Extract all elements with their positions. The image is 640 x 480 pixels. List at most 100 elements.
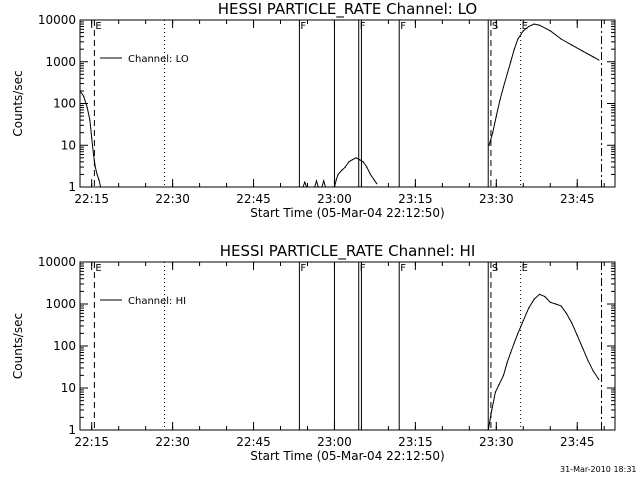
- x-tick-label: 23:30: [479, 192, 514, 206]
- x-tick-label: 22:45: [236, 435, 271, 449]
- y-tick-label: 10000: [38, 13, 76, 27]
- x-tick-label: 22:15: [74, 192, 109, 206]
- y-axis-label: Counts/sec: [11, 313, 25, 379]
- data-point: [337, 173, 339, 176]
- plot-frame: [79, 19, 616, 188]
- data-point: [79, 90, 81, 92]
- y-tick-label: 100: [53, 339, 76, 353]
- data-point: [494, 391, 497, 393]
- data-point: [491, 409, 493, 411]
- y-axis-label: Counts/sec: [11, 70, 25, 136]
- chart-title: HESSI PARTICLE_RATE Channel: LO: [218, 0, 477, 19]
- data-point: [499, 99, 501, 101]
- y-tick-label: 1000: [45, 297, 76, 311]
- y-tick-label: 10: [61, 381, 76, 395]
- event-marker-label: E: [522, 21, 528, 32]
- event-marker-label: F: [360, 21, 366, 32]
- series-line: [487, 293, 600, 431]
- data-point: [522, 320, 524, 322]
- y-tick-label: 1: [68, 423, 76, 437]
- data-point: [324, 186, 327, 188]
- chart-title: HESSI PARTICLE_RATE Channel: HI: [220, 242, 476, 261]
- data-point: [538, 24, 541, 26]
- data-point: [571, 44, 573, 46]
- data-point: [344, 166, 346, 168]
- data-point: [582, 347, 584, 349]
- event-marker-label: E: [522, 263, 528, 274]
- data-point: [576, 334, 578, 336]
- data-point: [314, 186, 316, 188]
- data-point: [302, 186, 304, 188]
- data-point: [366, 166, 368, 168]
- event-marker-label: F: [400, 21, 406, 32]
- legend-label: Channel: HI: [128, 296, 186, 307]
- plot-frame: [79, 261, 616, 431]
- data-point: [98, 179, 100, 181]
- data-point: [549, 30, 551, 32]
- data-point: [315, 180, 318, 182]
- data-point: [544, 296, 546, 298]
- data-point: [598, 378, 600, 381]
- y-tick-label: 100: [53, 97, 76, 111]
- data-point: [362, 161, 364, 163]
- data-point: [373, 179, 375, 181]
- data-point: [555, 303, 557, 305]
- x-tick-label: 23:00: [317, 435, 352, 449]
- x-tick-label: 22:45: [236, 192, 271, 206]
- data-point: [305, 186, 308, 188]
- footer-stamp: 31-Mar-2010 18:31: [560, 465, 637, 474]
- x-tick-label: 22:15: [74, 435, 109, 449]
- data-point: [528, 25, 530, 28]
- data-point: [582, 50, 584, 52]
- data-point: [492, 132, 494, 134]
- event-marker-label: F: [300, 263, 306, 274]
- data-point: [488, 144, 490, 146]
- data-point: [335, 179, 337, 181]
- data-point: [351, 159, 354, 161]
- data-point: [96, 173, 98, 176]
- x-axis-label: Start Time (05-Mar-04 22:12:50): [250, 449, 444, 463]
- data-point: [91, 137, 93, 139]
- data-point: [502, 374, 505, 376]
- data-point: [510, 351, 512, 354]
- event-marker-label: S: [492, 21, 498, 32]
- data-point: [571, 322, 573, 324]
- data-point: [82, 95, 85, 97]
- data-point: [587, 359, 589, 362]
- y-tick-label: 10000: [38, 255, 76, 269]
- data-point: [323, 180, 325, 182]
- data-point: [100, 186, 102, 188]
- x-tick-label: 23:15: [398, 192, 433, 206]
- data-point: [565, 312, 568, 314]
- chart-panel: HESSI PARTICLE_RATE Channel: LO 1 10 100 100…: [11, 0, 616, 220]
- data-point: [538, 293, 541, 295]
- data-point: [341, 169, 343, 171]
- x-tick-label: 23:30: [479, 435, 514, 449]
- data-point: [549, 301, 551, 303]
- x-tick-label: 23:15: [398, 435, 433, 449]
- data-point: [517, 38, 519, 40]
- data-point: [89, 119, 91, 121]
- data-point: [592, 56, 595, 58]
- data-point: [533, 23, 535, 25]
- data-point: [510, 61, 512, 63]
- data-point: [502, 86, 505, 88]
- data-point: [321, 186, 323, 188]
- data-point: [94, 166, 96, 168]
- data-point: [369, 173, 372, 176]
- data-point: [533, 298, 535, 300]
- legend-label: Channel: LO: [128, 54, 189, 65]
- chart-panel: HESSI PARTICLE_RATE Channel: HI 1 10 100 100…: [11, 242, 616, 463]
- x-axis-label: Start Time (05-Mar-04 22:12:50): [250, 206, 444, 220]
- x-tick-label: 23:45: [560, 435, 595, 449]
- data-point: [317, 186, 319, 188]
- y-tick-label: 10: [61, 138, 76, 152]
- x-tick-label: 23:45: [560, 192, 595, 206]
- y-tick-label: 1000: [45, 55, 76, 69]
- y-tick-label: 1: [68, 180, 76, 194]
- data-point: [598, 59, 600, 61]
- event-marker-label: E: [95, 263, 101, 274]
- data-point: [333, 186, 336, 188]
- data-point: [528, 307, 530, 309]
